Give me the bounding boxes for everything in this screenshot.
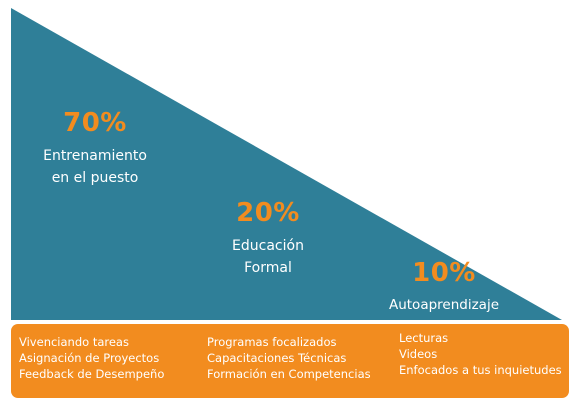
activities-column-formal-education: Programas focalizados Capacitaciones Téc… bbox=[207, 334, 371, 382]
activity-item: Programas focalizados bbox=[207, 335, 337, 349]
activity-item: Capacitaciones Técnicas bbox=[207, 351, 347, 365]
activity-item: Vivenciando tareas bbox=[19, 335, 129, 349]
activity-item: Formación en Competencias bbox=[207, 367, 371, 381]
label-self-learning: Autoaprendizaje bbox=[386, 294, 502, 316]
segment-self-learning: 10% Autoaprendizaje bbox=[386, 258, 502, 316]
activity-item: Asignación de Proyectos bbox=[19, 351, 160, 365]
label-formal-education: Educación Formal bbox=[193, 235, 343, 279]
percent-self-learning: 10% bbox=[412, 258, 476, 288]
segment-formal-education: 20% Educación Formal bbox=[193, 198, 343, 279]
activity-item: Feedback de Desempeño bbox=[19, 367, 165, 381]
label-line: Educación bbox=[232, 238, 304, 254]
activity-item: Lecturas bbox=[399, 331, 449, 345]
label-line: Formal bbox=[244, 260, 292, 276]
activity-item: Enfocados a tus inquietudes bbox=[399, 363, 562, 377]
activities-bar: Vivenciando tareas Asignación de Proyect… bbox=[11, 324, 569, 398]
percent-formal-education: 20% bbox=[236, 198, 300, 228]
segment-on-the-job: 70% Entrenamiento en el puesto bbox=[20, 108, 170, 189]
label-line: Entrenamiento bbox=[43, 148, 147, 164]
label-line: Autoaprendizaje bbox=[388, 297, 500, 313]
label-line: en el puesto bbox=[51, 170, 139, 186]
activity-item: Videos bbox=[399, 347, 438, 361]
activities-column-on-the-job: Vivenciando tareas Asignación de Proyect… bbox=[19, 334, 164, 382]
percent-on-the-job: 70% bbox=[63, 108, 127, 138]
label-on-the-job: Entrenamiento en el puesto bbox=[20, 145, 170, 189]
activities-column-self-learning: Lecturas Videos Enfocados a tus inquietu… bbox=[399, 330, 562, 378]
